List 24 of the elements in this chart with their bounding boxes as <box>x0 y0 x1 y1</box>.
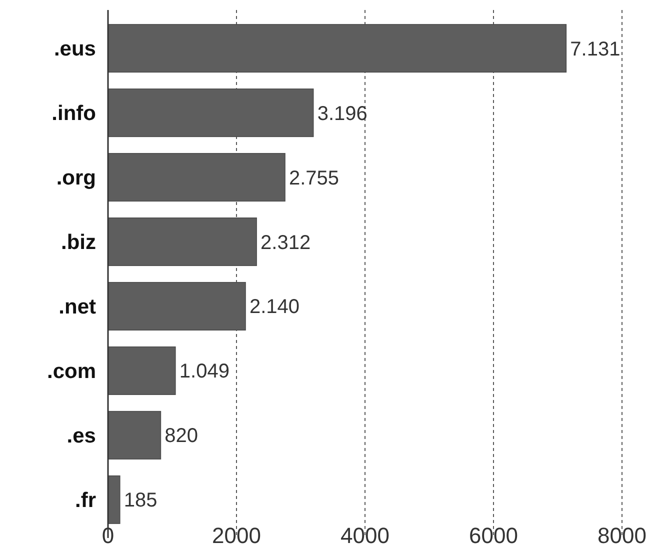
data-label: 2.140 <box>249 296 300 318</box>
data-label: 185 <box>124 490 158 512</box>
data-label: 2.755 <box>289 167 340 190</box>
y-tick-label: .biz <box>61 231 96 254</box>
y-tick-label: .org <box>56 166 96 190</box>
y-tick-label: .eus <box>54 38 96 61</box>
y-tick-label: .com <box>46 360 96 384</box>
y-tick-label: .fr <box>75 489 96 512</box>
data-label: 7.131 <box>570 38 620 60</box>
data-label: 820 <box>164 425 198 448</box>
x-tick-label: 0 <box>102 523 114 548</box>
y-tick-label: .info <box>52 102 96 126</box>
bar <box>108 410 162 460</box>
y-tick-label: .net <box>58 296 96 319</box>
bar <box>108 346 176 395</box>
y-tick-label: .es <box>66 424 96 448</box>
x-tick-label: 4000 <box>340 523 390 548</box>
data-label: 3.196 <box>317 102 368 125</box>
data-label: 2.312 <box>260 232 311 254</box>
x-tick-label: 2000 <box>212 523 261 548</box>
x-tick-label: 8000 <box>598 523 646 548</box>
data-label: 1.049 <box>179 360 230 383</box>
bar <box>108 475 120 524</box>
x-tick-label: 6000 <box>469 523 518 548</box>
